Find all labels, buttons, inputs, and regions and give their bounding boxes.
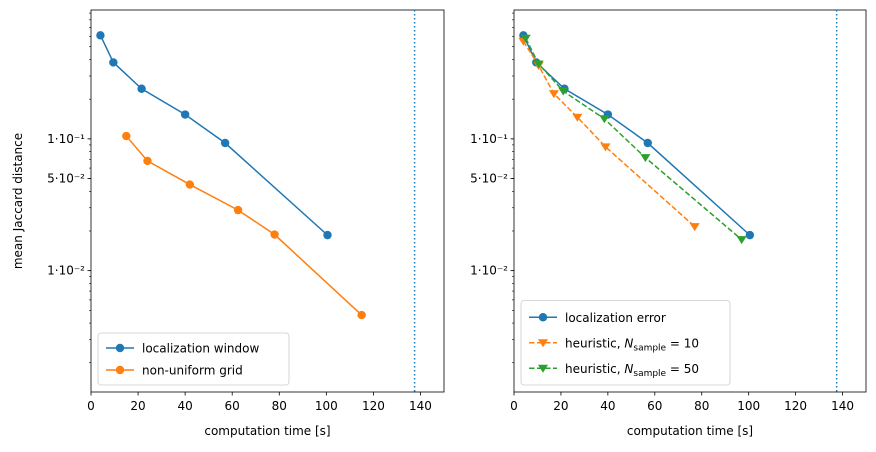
data-point — [137, 84, 146, 93]
legend-label-subscript: sample — [633, 343, 666, 353]
x-tick-label: 0 — [87, 399, 95, 413]
legend-marker — [115, 343, 125, 353]
data-point — [323, 230, 332, 240]
data-point — [736, 236, 747, 245]
x-tick-label: 60 — [647, 399, 662, 413]
y-tick-label: 1·10⁻² — [470, 264, 508, 278]
data-point — [180, 110, 190, 119]
x-tick-label: 100 — [315, 399, 338, 413]
legend-label-subscript: sample — [633, 369, 666, 379]
y-tick-label: 1·10⁻¹ — [47, 132, 85, 146]
data-point — [143, 156, 152, 166]
x-tick-label: 140 — [409, 399, 432, 413]
x-tick-label: 40 — [177, 399, 192, 413]
x-tick-label: 120 — [784, 399, 807, 413]
x-tick-label: 40 — [600, 399, 615, 413]
data-point — [643, 138, 652, 148]
series-line-2 — [522, 40, 696, 228]
legend-label: localization error — [565, 311, 666, 325]
data-point — [600, 143, 611, 152]
legend-frame — [520, 300, 731, 386]
y-tick-label: 5·10⁻² — [470, 172, 508, 186]
data-point — [220, 138, 230, 148]
y-tick-label: 5·10⁻² — [47, 172, 85, 186]
data-point — [185, 180, 195, 189]
data-point — [548, 90, 559, 99]
legend-label-main: heuristic, — [565, 336, 624, 350]
legend: localization window non-uniform grid — [97, 332, 290, 386]
x-tick-label: 20 — [553, 399, 568, 413]
x-tick-label: 100 — [737, 399, 760, 413]
legend-label-symbol: N — [624, 362, 633, 376]
legend-label-main: heuristic, — [565, 362, 624, 376]
legend-marker — [538, 313, 548, 322]
legend-label-tail: = 50 — [666, 362, 699, 376]
x-tick-label: 140 — [831, 399, 854, 413]
x-axis-label: computation time [s] — [627, 424, 753, 438]
plot-area — [513, 9, 867, 393]
series-line-1 — [522, 35, 751, 236]
data-point — [96, 31, 105, 40]
data-point — [122, 131, 131, 141]
legend-label: localization window — [142, 342, 259, 356]
data-point — [689, 223, 700, 232]
legend-label: heuristic, Nsample = 10 — [565, 336, 699, 353]
chart-panel-2: 1·10⁻¹ 5·10⁻² 1·10⁻² 0 20 40 60 80 100 120 140 comp… — [470, 9, 867, 438]
legend-frame — [97, 332, 290, 386]
series-line-2 — [125, 135, 363, 316]
data-point — [558, 87, 569, 96]
series-line-3 — [525, 37, 743, 241]
x-axis-label: computation time [s] — [204, 424, 330, 438]
data-point — [109, 58, 118, 67]
data-point — [745, 230, 755, 240]
legend-label: heuristic, Nsample = 50 — [565, 362, 699, 379]
x-tick-label: 80 — [272, 399, 287, 413]
y-tick-label: 1·10⁻¹ — [470, 132, 508, 146]
chart-panel-1: 1·10⁻¹ 5·10⁻² 1·10⁻² 0 20 40 60 80 100 120 140 comp… — [11, 9, 445, 438]
x-tick-label: 0 — [510, 399, 518, 413]
legend: localization error heuristic, Nsample = 1… — [520, 300, 731, 386]
y-tick-label: 1·10⁻² — [47, 264, 85, 278]
data-point — [533, 60, 544, 69]
plot-area — [90, 9, 445, 393]
x-tick-label: 20 — [130, 399, 145, 413]
legend-label-symbol: N — [624, 336, 633, 350]
data-point — [233, 205, 243, 215]
x-tick-label: 80 — [694, 399, 709, 413]
data-point — [270, 230, 279, 239]
data-point — [599, 115, 610, 124]
series-line-1 — [99, 35, 329, 236]
x-tick-label: 120 — [362, 399, 385, 413]
legend-label-tail: = 10 — [666, 336, 699, 350]
legend-marker — [538, 364, 548, 373]
y-axis-label: mean Jaccard distance — [11, 133, 25, 269]
legend-label: non-uniform grid — [142, 364, 243, 378]
legend-marker — [538, 339, 548, 348]
legend-marker — [115, 365, 125, 375]
data-point — [640, 154, 651, 163]
data-point — [572, 113, 583, 122]
data-point — [357, 310, 366, 320]
x-tick-label: 60 — [225, 399, 240, 413]
data-point — [520, 34, 531, 43]
